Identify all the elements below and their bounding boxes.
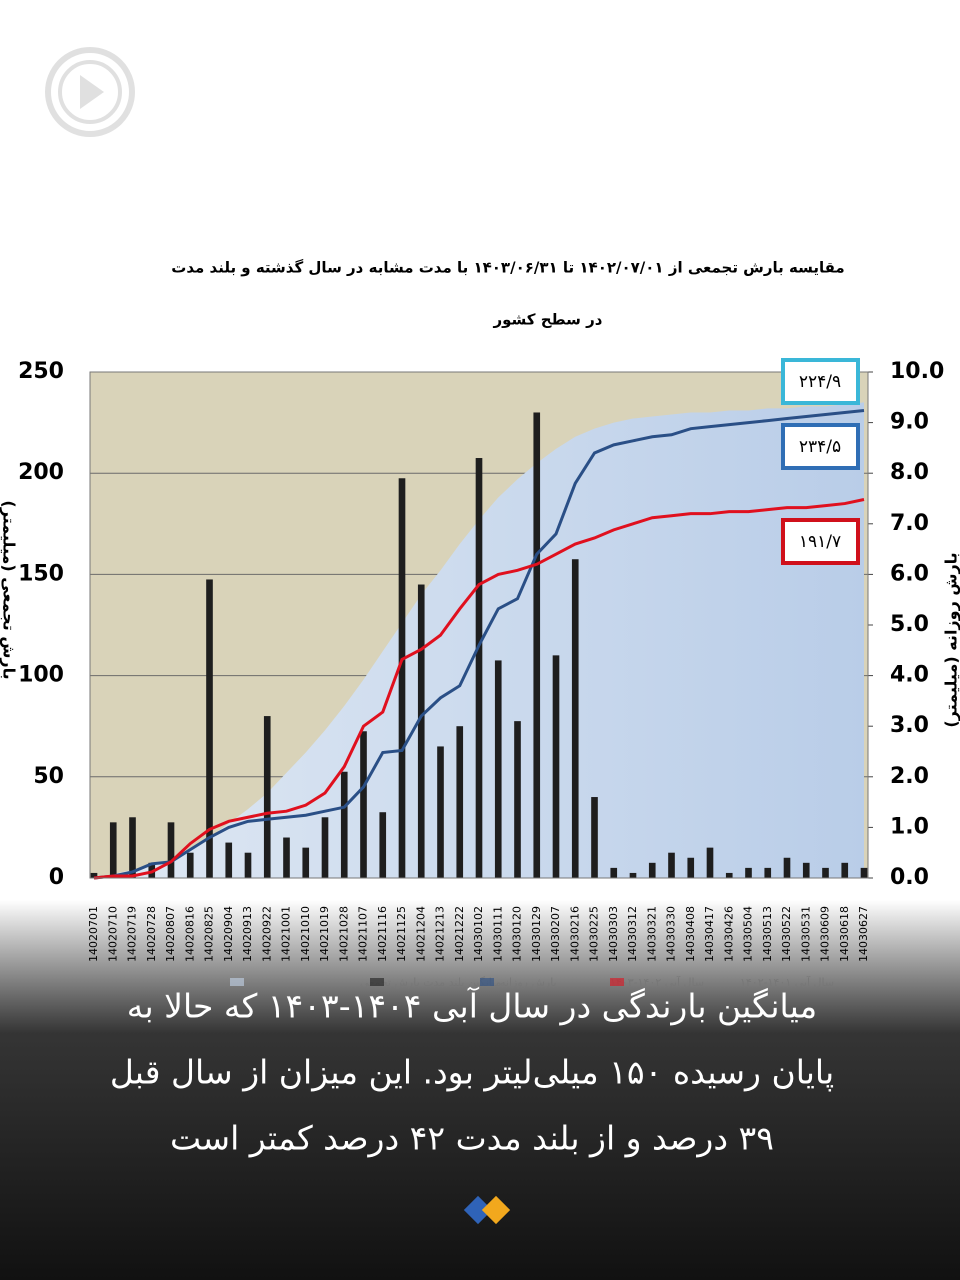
y2-tick-label: 2.0	[890, 764, 929, 789]
legend-label: میانگین بلند مدت بارش تجمعی	[360, 976, 501, 989]
bar	[764, 867, 772, 878]
y2-tick-label: 5.0	[890, 612, 929, 637]
bar	[687, 857, 695, 878]
y-tick-label: 0	[49, 865, 64, 890]
legend-swatch	[610, 978, 624, 986]
bar	[706, 847, 714, 878]
y2-tick-label: 8.0	[890, 460, 929, 485]
line	[93, 498, 865, 880]
bar	[629, 872, 637, 878]
bar	[283, 837, 290, 878]
brand-icon	[463, 1195, 511, 1225]
bar	[841, 862, 849, 878]
y-tick-label: 200	[18, 460, 64, 485]
bar	[725, 872, 733, 878]
bar	[360, 731, 367, 878]
bar	[514, 721, 521, 878]
y2-tick-label: 6.0	[890, 561, 929, 586]
bar	[533, 412, 541, 878]
plot-border	[89, 371, 869, 879]
bar	[340, 771, 348, 878]
y-tick-label: 100	[18, 663, 64, 688]
y2-axis-label: بارش روزانه (میلیمتر)	[942, 552, 960, 727]
bar	[860, 867, 868, 878]
bar	[109, 822, 117, 878]
y2-tick-label: 1.0	[890, 814, 929, 839]
bar	[417, 584, 425, 878]
bar	[591, 797, 598, 878]
y2-tick-label: 9.0	[890, 410, 929, 435]
y2-tick-label: 7.0	[890, 511, 929, 536]
bar	[475, 458, 483, 878]
annotation-text: ۱۹۱/۷	[799, 532, 841, 552]
bar	[494, 660, 502, 878]
bar	[90, 872, 98, 878]
bar	[186, 852, 194, 878]
bar	[206, 579, 213, 878]
legend-label: بارش روزانه	[500, 976, 557, 989]
annotation-text: ۲۳۴/۵	[799, 437, 841, 457]
bar	[321, 817, 329, 878]
legend-swatch	[480, 978, 494, 986]
annotation-box	[781, 423, 860, 470]
bar	[167, 822, 175, 878]
bar	[668, 852, 675, 878]
bar	[802, 862, 810, 878]
bar	[129, 817, 136, 878]
y2-tick-label: 10.0	[890, 359, 944, 384]
y2-tick-label: 3.0	[890, 713, 929, 738]
bar	[302, 847, 310, 878]
bar	[244, 852, 252, 878]
bar	[437, 746, 444, 878]
chart-title: مقایسه بارش تجمعی از ۱۴۰۲/۰۷/۰۱ تا ۱۴۰۳/…	[171, 259, 844, 277]
legend-swatch	[370, 978, 384, 986]
annotation-text: ۲۲۴/۹	[799, 372, 841, 392]
legend-label: سال آبی ۱۴۰۲-۱۴۰۳	[610, 975, 704, 989]
bar	[379, 812, 387, 878]
chart-subtitle: در سطح کشور	[493, 311, 603, 329]
legend-swatch	[230, 978, 244, 986]
y-axis-label: بارش تجمعی (میلیمتر)	[0, 500, 19, 679]
bar	[225, 842, 233, 878]
bar	[398, 478, 406, 878]
y-tick-label: 50	[33, 764, 64, 789]
bar	[822, 867, 829, 878]
caption-line: میانگین بارندگی در سال آبی ۱۴۰۴-۱۴۰۳ که …	[127, 987, 817, 1026]
caption-line: ۳۹ درصد و از بلند مدت ۴۲ درصد کمتر است	[170, 1119, 774, 1158]
caption-line: پایان رسیده ۱۵۰ میلی‌لیتر بود. این میزان…	[110, 1053, 834, 1092]
logo	[45, 47, 135, 137]
y2-tick-label: 0.0	[890, 865, 929, 890]
annotation-box	[781, 358, 860, 405]
y-tick-label: 250	[18, 359, 64, 384]
bar	[263, 716, 271, 878]
bar	[648, 862, 656, 878]
bar	[552, 655, 560, 878]
y-tick-label: 150	[18, 561, 64, 586]
bar	[571, 559, 579, 878]
bar	[783, 857, 791, 878]
y2-tick-label: 4.0	[890, 663, 929, 688]
bar	[610, 867, 618, 878]
legend-label: سال آبی ۱۴۰۱-۱۴۰۲	[740, 975, 834, 989]
annotation-box	[781, 518, 860, 565]
bar	[745, 867, 752, 878]
bar	[456, 726, 464, 878]
line	[93, 408, 865, 880]
